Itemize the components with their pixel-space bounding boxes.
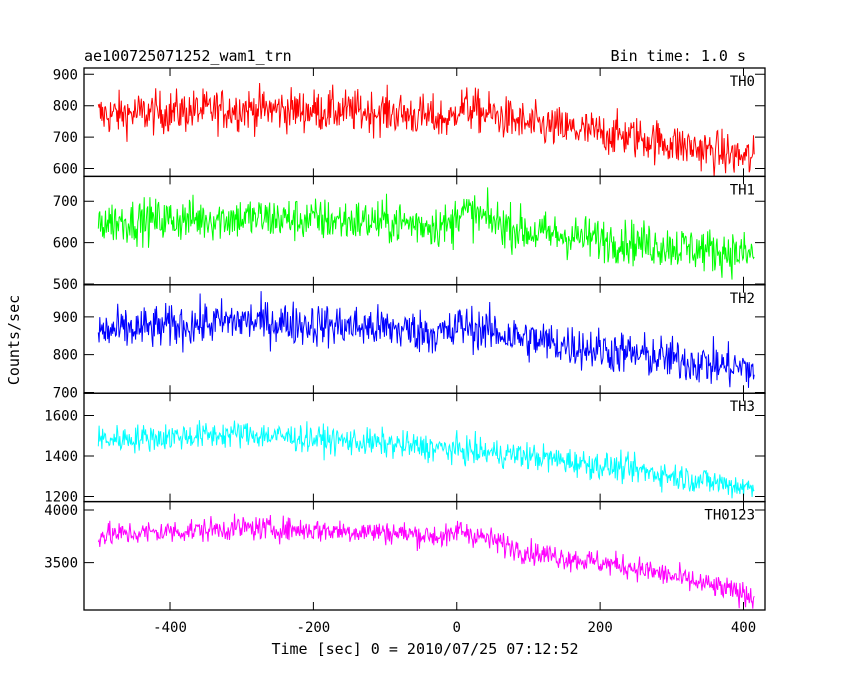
series-line-th3: [97, 420, 755, 499]
y-tick-label: 600: [53, 162, 78, 178]
y-tick-label: 700: [53, 194, 78, 210]
y-tick-label: 900: [53, 67, 78, 83]
series-line-th2: [97, 291, 755, 388]
y-tick-label: 600: [53, 236, 78, 252]
x-tick-label: 0: [453, 620, 461, 636]
panel-label-th3: TH3: [730, 399, 755, 415]
x-tick-label: 200: [587, 620, 612, 636]
chart-title: ae100725071252_wam1_trn: [84, 47, 292, 65]
panel-label-th1: TH1: [730, 182, 755, 198]
x-axis-label: Time [sec] 0 = 2010/07/25 07:12:52: [271, 640, 578, 658]
y-tick-label: 800: [53, 348, 78, 364]
panels-group: 600 700 800 900 TH0 500 600 700 TH1 700 800 900 TH2 1…: [44, 67, 766, 636]
y-tick-label: 700: [53, 130, 78, 146]
bin-time-label: Bin time: 1.0 s: [611, 47, 746, 65]
x-tick-label: -400: [153, 620, 187, 636]
panel-label-th0: TH0: [730, 74, 755, 90]
x-tick-label: 400: [731, 620, 756, 636]
y-tick-label: 800: [53, 99, 78, 115]
y-tick-label: 700: [53, 385, 78, 401]
panel-label-th0123: TH0123: [704, 508, 755, 524]
y-tick-label: 1200: [44, 490, 78, 506]
y-tick-label: 1600: [44, 408, 78, 424]
y-tick-label: 1400: [44, 449, 78, 465]
x-tick-label: -200: [297, 620, 331, 636]
series-line-th1: [97, 187, 755, 280]
series-line-th0123: [97, 513, 755, 609]
y-axis-label: Counts/sec: [5, 295, 23, 385]
series-line-th0: [97, 82, 755, 177]
y-tick-label: 500: [53, 277, 78, 293]
panel-label-th2: TH2: [730, 291, 755, 307]
y-tick-label: 900: [53, 310, 78, 326]
y-tick-label: 4000: [44, 503, 78, 519]
y-tick-label: 3500: [44, 556, 78, 572]
panel-frame-th0123: [83, 500, 766, 611]
